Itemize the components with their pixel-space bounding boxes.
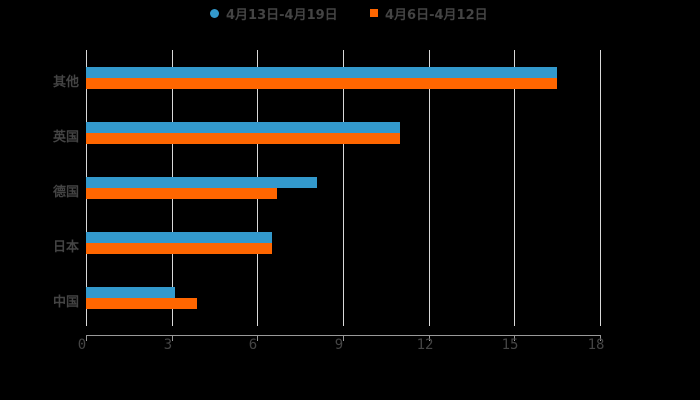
x-axis-tick xyxy=(257,335,258,341)
y-axis-category-label: 德国 xyxy=(52,185,79,200)
x-axis-tick xyxy=(600,335,601,341)
chart-legend: 4月13日-4月19日 4月6日-4月12日 xyxy=(0,4,700,23)
bar-series-2[interactable] xyxy=(86,243,272,254)
bar-series-1[interactable] xyxy=(86,287,175,298)
x-axis-line xyxy=(86,335,601,336)
x-axis-tick-label: 15 xyxy=(501,337,519,353)
x-axis-tick xyxy=(172,335,173,341)
y-axis-category-label: 其他 xyxy=(52,75,79,90)
y-axis-category-label: 日本 xyxy=(52,240,79,255)
legend-circle-icon xyxy=(210,8,219,18)
x-axis-tick-label: 9 xyxy=(334,337,344,353)
x-axis-tick-label: 3 xyxy=(163,337,173,353)
x-axis-tick-label: 12 xyxy=(416,337,434,353)
gridline xyxy=(514,50,515,326)
gridline xyxy=(429,50,430,326)
x-axis-tick-label: 6 xyxy=(248,337,258,353)
x-axis-tick xyxy=(343,335,344,341)
gridline xyxy=(600,50,601,326)
bar-series-1[interactable] xyxy=(86,177,318,188)
bar-series-2[interactable] xyxy=(86,78,558,89)
bar-series-2[interactable] xyxy=(86,133,401,144)
bar-series-2[interactable] xyxy=(86,298,198,309)
legend-item-series-2[interactable]: 4月6日-4月12日 xyxy=(370,4,488,23)
gridline xyxy=(343,50,344,326)
x-axis-tick xyxy=(514,335,515,341)
bar-series-1[interactable] xyxy=(86,232,272,243)
x-axis-tick xyxy=(429,335,430,341)
bar-series-1[interactable] xyxy=(86,67,558,78)
legend-square-icon xyxy=(370,9,378,17)
legend-label: 4月6日-4月12日 xyxy=(385,7,488,23)
x-axis-tick xyxy=(86,335,87,341)
legend-item-series-1[interactable]: 4月13日-4月19日 xyxy=(210,4,338,23)
bar-series-2[interactable] xyxy=(86,188,278,199)
x-axis-tick-label: 0 xyxy=(77,337,87,353)
bar-series-1[interactable] xyxy=(86,122,401,133)
legend-label: 4月13日-4月19日 xyxy=(226,7,338,23)
y-axis-category-label: 英国 xyxy=(52,130,79,145)
y-axis-category-label: 中国 xyxy=(52,295,79,310)
x-axis-tick-label: 18 xyxy=(587,337,605,353)
